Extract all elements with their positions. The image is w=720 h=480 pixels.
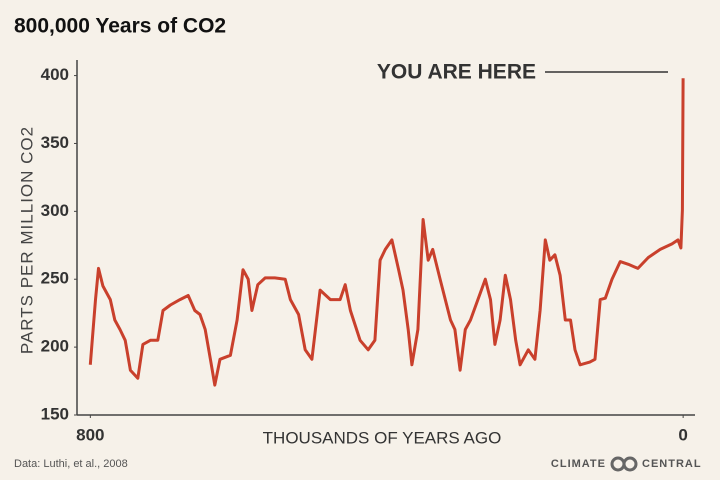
logo-left: CLIMATE [551, 458, 606, 470]
y-axis-label: PARTS PER MILLION CO2 [17, 126, 36, 354]
y-tick-label: 400 [41, 65, 69, 84]
y-tick-label: 150 [41, 404, 69, 423]
annotation: YOU ARE HERE [377, 61, 536, 84]
logo-icon [622, 456, 638, 472]
chart-title: 800,000 Years of CO2 [14, 15, 226, 38]
y-tick-label: 300 [41, 201, 69, 220]
y-tick-label: 350 [41, 133, 69, 152]
y-tick-label: 250 [41, 269, 69, 288]
source: Data: Luthi, et al., 2008 [14, 458, 128, 470]
x-tick-label: 800 [76, 425, 104, 444]
co2-line [88, 78, 685, 387]
logo-right: CENTRAL [642, 458, 702, 470]
y-tick-label: 200 [41, 337, 69, 356]
x-tick-label: 0 [678, 425, 687, 444]
x-axis-label: THOUSANDS OF YEARS AGO [263, 428, 502, 447]
